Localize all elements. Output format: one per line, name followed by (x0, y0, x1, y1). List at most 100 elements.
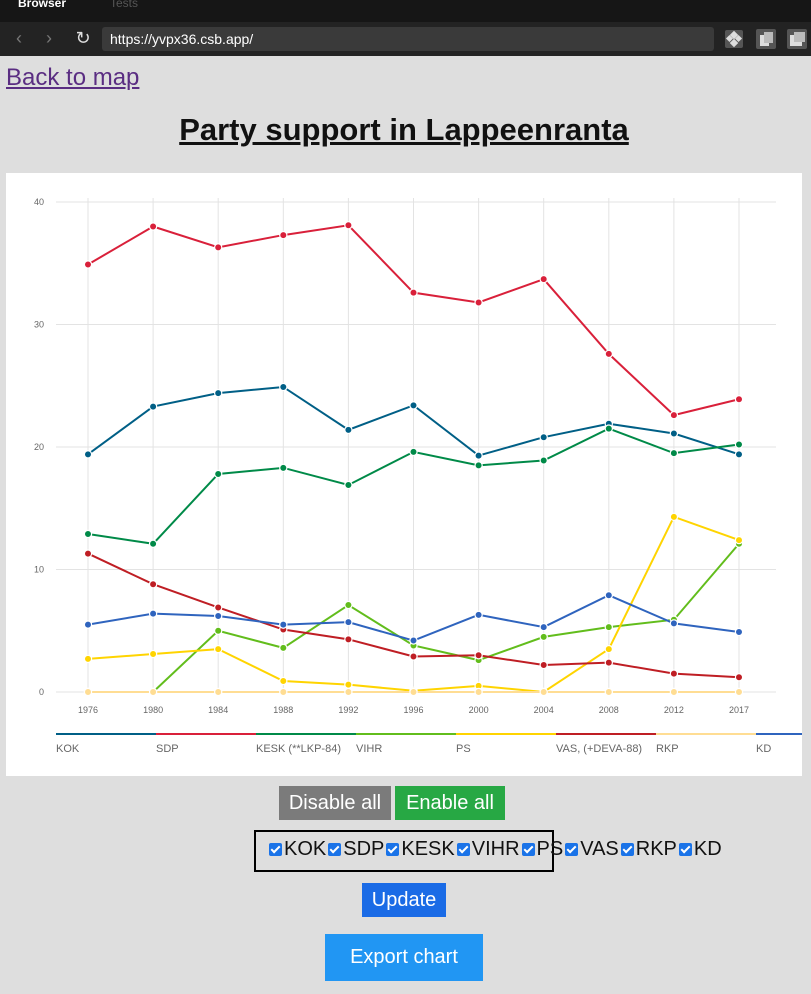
data-point (279, 676, 288, 686)
devtools-icon[interactable] (723, 28, 745, 50)
data-point (669, 410, 679, 420)
back-to-map-link[interactable]: Back to map (6, 64, 140, 91)
x-tick-label: 1996 (403, 705, 423, 715)
data-point (148, 222, 158, 231)
data-point (344, 221, 353, 230)
data-point (344, 600, 353, 610)
checkbox-checked-icon[interactable] (328, 843, 342, 856)
data-point (409, 288, 418, 297)
data-point (604, 622, 614, 632)
party-toggle-label: KESK (401, 838, 455, 860)
data-point (344, 687, 353, 697)
open-window-icon[interactable] (786, 28, 808, 50)
x-tick-label: 2008 (599, 705, 619, 715)
data-point (734, 535, 744, 545)
data-point (474, 651, 483, 660)
y-tick-label: 30 (34, 320, 44, 330)
party-toggle-label: PS (536, 838, 564, 860)
checkbox-checked-icon[interactable] (565, 843, 579, 856)
party-toggle-kok[interactable]: KOK (268, 838, 326, 861)
data-point (409, 447, 418, 457)
data-point (213, 611, 223, 621)
update-button[interactable]: Update (362, 883, 446, 917)
party-toggle-label: RKP (635, 838, 677, 860)
checkbox-checked-icon[interactable] (386, 843, 400, 856)
legend-label: VAS, (+DEVA-88) (556, 743, 642, 755)
disable-all-button[interactable]: Disable all (279, 786, 391, 820)
checkbox-checked-icon[interactable] (521, 843, 535, 856)
browser-toolbar: ‹ › ↻ https://yvpx36.csb.app/ (0, 22, 811, 56)
copy-window-icon[interactable] (755, 28, 777, 50)
data-point (83, 620, 93, 629)
x-tick-label: 2000 (469, 705, 489, 715)
browser-tab-bar: Browser Tests (0, 0, 811, 22)
x-tick-label: 2012 (664, 705, 684, 715)
party-toggle-kd[interactable]: KD (678, 838, 722, 861)
y-tick-label: 20 (34, 442, 44, 452)
data-point (148, 649, 158, 659)
data-point (539, 456, 548, 465)
enable-all-button[interactable]: Enable all (395, 786, 505, 820)
checkbox-checked-icon[interactable] (269, 843, 282, 856)
party-toggle-label: SDP (343, 838, 385, 860)
data-point (474, 610, 483, 620)
data-point (604, 591, 614, 600)
party-toggle-label: KOK (284, 838, 327, 860)
data-point (734, 673, 744, 682)
data-point (344, 635, 353, 644)
data-point (344, 425, 353, 435)
data-point (148, 539, 158, 548)
party-toggle-label: KD (693, 838, 722, 860)
party-checkbox-box (254, 830, 554, 872)
tab-browser[interactable]: Browser (18, 0, 67, 10)
data-point (669, 687, 679, 697)
export-chart-button[interactable]: Export chart (325, 934, 483, 981)
data-point (474, 298, 483, 307)
data-point (279, 687, 288, 697)
data-point (539, 433, 548, 442)
y-tick-label: 10 (34, 565, 44, 575)
x-tick-label: 1988 (273, 705, 293, 715)
checkbox-checked-icon[interactable] (456, 843, 470, 856)
reload-icon[interactable]: ↻ (75, 28, 91, 48)
data-point (83, 450, 93, 459)
data-point (213, 626, 223, 635)
party-toggle-ps[interactable]: PS (521, 838, 564, 861)
data-point (213, 243, 223, 252)
data-point (409, 401, 418, 410)
data-point (148, 402, 158, 411)
party-toggle-vihr[interactable]: VIHR (456, 838, 520, 861)
data-point (279, 382, 288, 392)
data-point (604, 349, 614, 359)
data-point (474, 687, 483, 697)
y-tick-label: 0 (39, 687, 44, 697)
party-toggle-vas[interactable]: VAS (564, 838, 619, 861)
legend-label: KOK (56, 743, 80, 755)
data-point (669, 512, 679, 522)
url-bar[interactable]: https://yvpx36.csb.app/ (102, 27, 714, 51)
data-point (734, 627, 744, 637)
party-toggle-sdp[interactable]: SDP (327, 838, 384, 861)
legend-label: RKP (656, 743, 679, 755)
data-point (604, 687, 614, 697)
party-toggle-rkp[interactable]: RKP (620, 838, 677, 861)
x-tick-label: 2017 (729, 705, 749, 715)
data-point (344, 617, 353, 627)
data-point (83, 529, 93, 539)
data-point (604, 644, 614, 654)
data-point (539, 622, 548, 632)
tab-tests[interactable]: Tests (110, 0, 139, 10)
checkbox-checked-icon[interactable] (620, 843, 634, 856)
data-point (213, 388, 223, 398)
legend-label: SDP (156, 743, 179, 755)
data-point (213, 603, 223, 612)
data-point (83, 654, 93, 664)
data-point (734, 395, 744, 404)
party-toggle-kesk[interactable]: KESK (385, 838, 455, 861)
checkbox-checked-icon[interactable] (678, 843, 692, 856)
data-point (669, 669, 679, 678)
chart-panel: 0 10 20 30 40 1976 1980 1984 1988 1992 1996 2000 200… (6, 173, 802, 776)
data-point (669, 619, 679, 628)
back-arrow-icon[interactable]: ‹ (16, 28, 22, 48)
forward-arrow-icon[interactable]: › (46, 28, 52, 48)
